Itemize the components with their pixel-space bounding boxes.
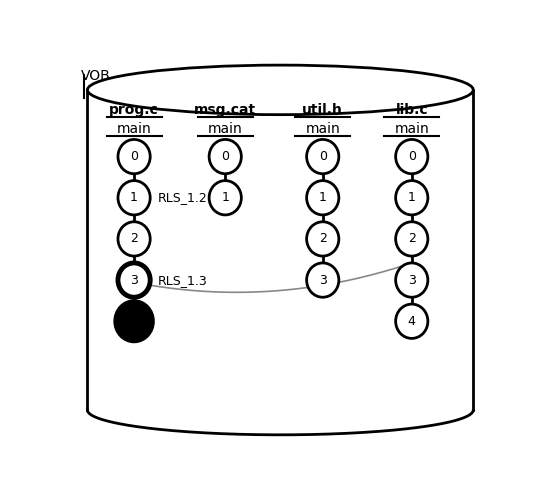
Ellipse shape: [307, 222, 339, 256]
Text: main: main: [394, 122, 429, 136]
Ellipse shape: [118, 140, 150, 174]
Ellipse shape: [307, 181, 339, 215]
Ellipse shape: [88, 65, 473, 115]
Text: 3: 3: [408, 274, 416, 287]
Text: util.h: util.h: [302, 102, 343, 116]
Ellipse shape: [395, 181, 428, 215]
Text: 2: 2: [130, 233, 138, 246]
Ellipse shape: [118, 263, 150, 297]
Text: VOB: VOB: [81, 69, 111, 83]
Text: 3: 3: [319, 274, 327, 287]
Text: 2: 2: [319, 233, 327, 246]
Text: RLS_1.3: RLS_1.3: [158, 274, 207, 287]
Text: RLS_1.2: RLS_1.2: [158, 191, 207, 204]
Ellipse shape: [395, 222, 428, 256]
Text: msg.cat: msg.cat: [194, 102, 257, 116]
Text: main: main: [305, 122, 340, 136]
Text: 2: 2: [408, 233, 416, 246]
Text: prog.c: prog.c: [109, 102, 159, 116]
Text: 1: 1: [408, 191, 416, 204]
Ellipse shape: [115, 300, 153, 342]
Text: 0: 0: [408, 150, 416, 163]
Ellipse shape: [118, 181, 150, 215]
Text: 4: 4: [408, 315, 416, 328]
Ellipse shape: [395, 304, 428, 339]
Text: 0: 0: [221, 150, 229, 163]
Text: lib.c: lib.c: [395, 102, 428, 116]
Ellipse shape: [209, 181, 241, 215]
Text: main: main: [117, 122, 152, 136]
Ellipse shape: [307, 140, 339, 174]
Ellipse shape: [118, 222, 150, 256]
Text: 3: 3: [130, 274, 138, 287]
Text: 1: 1: [319, 191, 327, 204]
Text: 0: 0: [319, 150, 327, 163]
Ellipse shape: [395, 140, 428, 174]
Ellipse shape: [395, 263, 428, 297]
Ellipse shape: [307, 263, 339, 297]
Text: 1: 1: [130, 191, 138, 204]
Text: main: main: [208, 122, 243, 136]
Ellipse shape: [209, 140, 241, 174]
Text: 0: 0: [130, 150, 138, 163]
Text: 1: 1: [222, 191, 229, 204]
